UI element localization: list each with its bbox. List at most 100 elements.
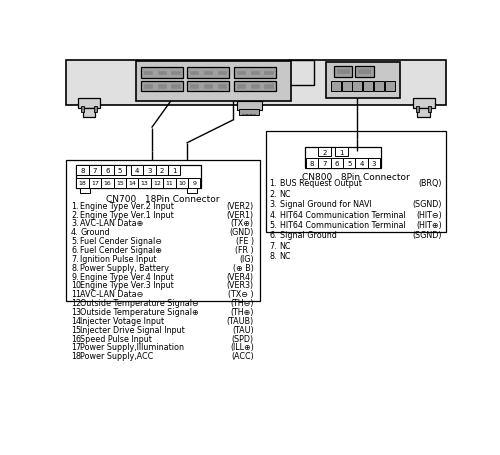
Text: 1: 1 [339, 149, 344, 155]
Text: BUS Request Output: BUS Request Output [280, 179, 361, 188]
Bar [356, 159, 368, 168]
Bar [305, 147, 381, 169]
Text: (ILL⊕): (ILL⊕) [230, 343, 254, 352]
Bar [114, 178, 126, 188]
Text: CN700   18Pin Connector: CN700 18Pin Connector [106, 194, 220, 203]
Bar [385, 82, 395, 91]
Text: (TH⊕): (TH⊕) [230, 308, 254, 316]
Text: (VER4): (VER4) [227, 272, 254, 281]
Bar [358, 70, 372, 75]
Bar [236, 71, 245, 75]
Bar [334, 67, 352, 78]
Text: Speed Pulse Input: Speed Pulse Input [80, 334, 152, 343]
Bar [172, 71, 180, 75]
Text: 6.: 6. [71, 246, 78, 254]
Text: (SGND): (SGND) [413, 231, 442, 240]
Text: (TX⊖ ): (TX⊖ ) [228, 290, 254, 298]
Bar [156, 166, 168, 176]
Text: Engine Type Ver.3 Input: Engine Type Ver.3 Input [80, 281, 174, 290]
Bar [413, 98, 434, 109]
Bar [101, 178, 114, 188]
Bar [330, 159, 343, 168]
Text: (TX⊕): (TX⊕) [231, 219, 254, 228]
Text: 9.: 9. [71, 272, 78, 281]
Bar [363, 82, 374, 91]
Text: (HIT⊖): (HIT⊖) [416, 210, 442, 219]
Bar [330, 82, 340, 91]
Bar [80, 188, 90, 194]
Text: (⊕ B): (⊕ B) [233, 263, 254, 272]
Text: 3: 3 [372, 161, 376, 167]
Text: 1: 1 [172, 168, 176, 174]
Bar [151, 178, 164, 188]
Bar [66, 161, 260, 301]
Bar [136, 61, 291, 101]
Bar [218, 85, 226, 88]
Text: 11: 11 [166, 181, 173, 186]
Bar [76, 166, 89, 176]
Text: Outside Temperature Signal⊕: Outside Temperature Signal⊕ [80, 308, 199, 316]
Text: Injecter Drive Signal Input: Injecter Drive Signal Input [80, 325, 185, 334]
Text: (BRQ): (BRQ) [419, 179, 442, 188]
Bar [158, 85, 166, 88]
Text: (HIT⊕): (HIT⊕) [416, 221, 442, 229]
Text: 15: 15 [116, 181, 124, 186]
Bar [318, 159, 330, 168]
Text: 2: 2 [322, 149, 326, 155]
Text: 7: 7 [93, 168, 98, 174]
Bar [250, 85, 259, 88]
Text: Fuel Cender Signal⊕: Fuel Cender Signal⊕ [80, 246, 162, 254]
Text: Power Supply,ACC: Power Supply,ACC [80, 352, 154, 360]
Bar [287, 61, 314, 86]
Bar [89, 166, 101, 176]
Text: 4.: 4. [270, 210, 277, 219]
Bar [374, 82, 384, 91]
Bar [416, 107, 419, 113]
Bar [336, 70, 349, 75]
Bar [176, 178, 188, 188]
Text: Signal Ground for NAVI: Signal Ground for NAVI [280, 200, 371, 209]
Bar [190, 85, 198, 88]
Bar [326, 63, 400, 99]
Bar [158, 71, 166, 75]
Text: Ground: Ground [80, 228, 110, 237]
Bar [66, 61, 446, 105]
Text: 17: 17 [91, 181, 99, 186]
Bar [204, 71, 212, 75]
Text: (TAU): (TAU) [232, 325, 254, 334]
Text: 12: 12 [153, 181, 161, 186]
Bar [264, 71, 273, 75]
Text: 3.: 3. [270, 200, 277, 209]
Bar [188, 178, 200, 188]
Text: Engine Type Ver.1 Input: Engine Type Ver.1 Input [80, 210, 174, 219]
Bar [318, 147, 330, 157]
Text: 8: 8 [310, 161, 314, 167]
Bar [141, 68, 182, 78]
Bar [89, 178, 101, 188]
Bar [236, 85, 245, 88]
Text: 5.: 5. [270, 221, 277, 229]
Text: (VER1): (VER1) [227, 210, 254, 219]
Text: 17.: 17. [71, 343, 84, 352]
Bar [204, 85, 212, 88]
Text: Ignition Pulse Input: Ignition Pulse Input [80, 254, 157, 263]
Text: Injecter Votage Input: Injecter Votage Input [80, 316, 164, 325]
Bar [143, 166, 156, 176]
Text: NC: NC [280, 241, 291, 250]
Text: 8: 8 [80, 168, 85, 174]
Text: NC: NC [280, 252, 291, 261]
Text: 3.: 3. [71, 219, 78, 228]
Bar [114, 166, 126, 176]
Text: (SGND): (SGND) [413, 200, 442, 209]
Bar [78, 98, 100, 109]
Bar [418, 108, 430, 117]
Text: HIT64 Communication Terminal: HIT64 Communication Terminal [280, 221, 405, 229]
Text: (FE ): (FE ) [236, 237, 254, 246]
Text: 16: 16 [104, 181, 112, 186]
Text: 18.: 18. [71, 352, 84, 360]
Bar [82, 108, 95, 117]
Text: 18: 18 [79, 181, 86, 186]
Bar [234, 68, 276, 78]
Text: 14.: 14. [71, 316, 84, 325]
Text: 6: 6 [105, 168, 110, 174]
